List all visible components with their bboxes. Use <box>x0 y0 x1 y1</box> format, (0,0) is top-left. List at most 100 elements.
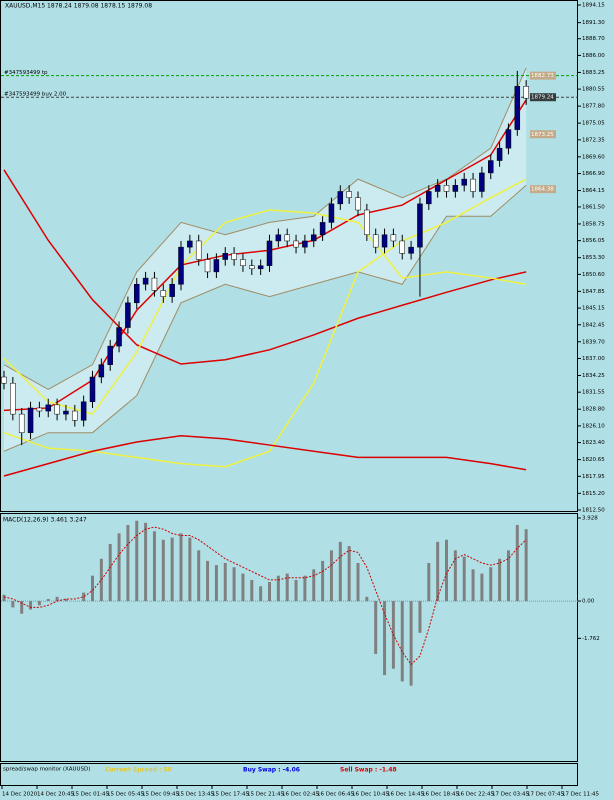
histogram-bar <box>445 539 448 602</box>
y-tick-label: 1883.25 <box>582 70 605 76</box>
y-tick-label: 1839.70 <box>582 339 605 345</box>
histogram-bar <box>99 558 103 602</box>
candle-body <box>72 410 78 421</box>
candle-body <box>222 253 228 260</box>
histogram-bar <box>135 520 139 602</box>
candle-body <box>178 246 184 285</box>
histogram-bar <box>338 541 342 602</box>
candle-body <box>479 172 485 192</box>
y-tick-label: 1837.00 <box>582 356 605 362</box>
histogram-bar <box>2 594 6 602</box>
histogram-bar <box>91 575 94 602</box>
x-tick-label: 14 Dec 20:45 <box>37 792 74 798</box>
y-tick-label: 1850.60 <box>582 272 605 278</box>
histogram-bar <box>524 529 528 602</box>
histogram-bar <box>250 579 254 602</box>
histogram-bar <box>480 573 484 602</box>
candle-body <box>195 240 202 260</box>
monitor-title: spread/swap monitor (XAUUSD) <box>3 767 90 773</box>
candle-body <box>434 185 441 192</box>
histogram-bar <box>144 522 148 602</box>
histogram-bar <box>214 565 218 602</box>
histogram-bar <box>197 550 201 602</box>
candle-body <box>443 185 450 192</box>
histogram-bar <box>117 533 121 602</box>
x-tick-label: 16 Dec 06:45 <box>317 792 354 798</box>
histogram-bar <box>471 569 475 602</box>
candle-body <box>160 290 167 297</box>
price-box-label: 1864.38 <box>531 187 554 193</box>
candle-body <box>231 253 237 260</box>
x-tick-label: 14 Dec 2020 <box>2 792 38 798</box>
candle-body <box>187 240 193 248</box>
candle-body <box>45 404 51 412</box>
y-tick-label: 1888.70 <box>582 36 605 42</box>
y-tick-label: 1826.10 <box>582 423 605 429</box>
histogram-bar <box>321 560 325 602</box>
histogram-bar <box>498 558 502 602</box>
candle-body <box>337 191 344 205</box>
histogram-bar <box>20 601 24 614</box>
candle-body <box>54 404 60 415</box>
candle-body <box>390 234 397 242</box>
histogram-bar <box>489 567 493 602</box>
histogram-bar <box>55 596 59 602</box>
candle-body <box>364 209 370 236</box>
histogram-bar <box>170 537 174 602</box>
histogram-bar <box>506 550 510 602</box>
x-tick-label: 15 Dec 13:45 <box>177 792 214 798</box>
y-tick-label: 1866.90 <box>582 171 605 177</box>
histogram-bar <box>188 537 192 602</box>
x-tick-label: 15 Dec 21:45 <box>247 792 284 798</box>
candle-body <box>514 86 521 130</box>
histogram-bar <box>427 563 431 602</box>
candle-body <box>10 382 16 415</box>
candle-body <box>240 259 246 266</box>
price-box <box>530 130 556 139</box>
candle-body <box>257 265 264 270</box>
x-tick-label: 16 Dec 02:45 <box>282 792 319 798</box>
candle-body <box>36 407 43 412</box>
candle-body <box>80 401 87 421</box>
y-tick-label: 1812.50 <box>582 508 605 514</box>
histogram-bar <box>374 601 378 654</box>
histogram-bar <box>400 601 404 682</box>
histogram-bar <box>436 541 440 602</box>
histogram-bar <box>259 586 263 602</box>
candle-body <box>496 147 503 161</box>
histogram-bar <box>126 524 130 602</box>
macd-title: MACD(12,26,9) 3.461 3.247 <box>3 517 87 524</box>
histogram-bar <box>365 596 369 602</box>
order-label: #347593499 tp <box>4 70 48 76</box>
candle-body <box>311 234 317 242</box>
candle-body <box>408 246 414 254</box>
candle-body <box>302 240 308 248</box>
y-tick-label: 1886.00 <box>582 53 605 59</box>
histogram-bar <box>303 575 307 602</box>
x-tick-label: 16 Dec 22:45 <box>457 792 494 798</box>
histogram-bar <box>152 531 156 602</box>
y-tick-label: 1877.80 <box>582 104 605 110</box>
x-tick-label: 17 Dec 07:45 <box>527 792 564 798</box>
signal-line <box>3 526 527 666</box>
histogram-bar <box>232 567 236 602</box>
histogram-bar <box>179 533 183 602</box>
histogram-bar <box>285 573 289 602</box>
candle-body <box>293 240 299 248</box>
candle-body <box>284 234 290 242</box>
histogram-bar <box>64 598 68 602</box>
candle-body <box>426 191 432 205</box>
candle-body <box>523 86 529 99</box>
histogram-bar <box>11 601 15 608</box>
y-tick-label: 1856.05 <box>582 238 605 244</box>
y-tick-label: 1820.65 <box>582 457 605 463</box>
histogram-bar <box>329 550 333 602</box>
histogram-bar <box>453 550 457 602</box>
x-tick-label: 16 Dec 14:45 <box>387 792 424 798</box>
x-tick-label: 16 Dec 18:45 <box>422 792 459 798</box>
band-line <box>3 184 527 452</box>
candle-body <box>98 364 105 378</box>
y-tick-label: 1891.30 <box>582 20 605 26</box>
histogram-bar <box>206 560 210 602</box>
x-tick-label: 17 Dec 11:45 <box>562 792 599 798</box>
